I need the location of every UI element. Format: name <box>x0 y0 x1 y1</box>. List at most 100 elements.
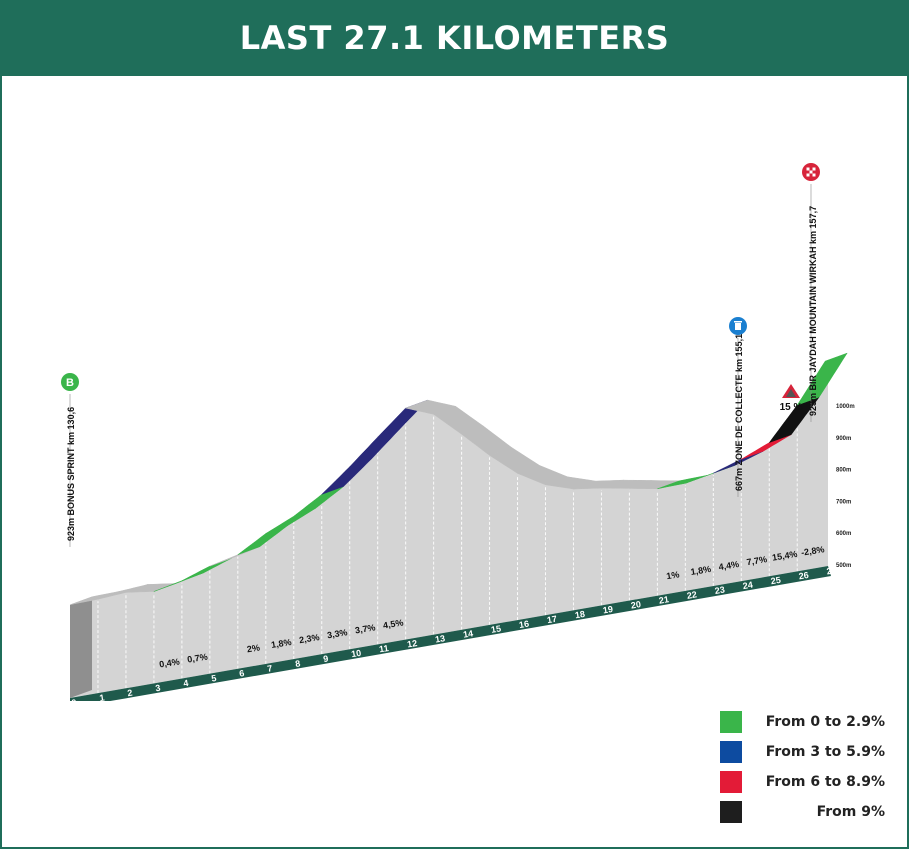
marker-km: km 130,6 <box>66 407 76 445</box>
legend-item: From 3 to 5.9% <box>720 737 885 767</box>
km-tick-label: 3 <box>155 683 162 694</box>
km-tick-label: 16 <box>518 619 529 630</box>
km-tick-label: 15 <box>490 623 501 634</box>
marker-altitude: 667m <box>734 465 744 491</box>
marker-name: ZONE DE COLLECTE <box>734 372 744 466</box>
route-marker: B 923m BONUS SPRINT km 130,6 <box>59 371 81 547</box>
gradient-labels: 0,4% 0,7% 2% 1,8% 2,3% 3,3% 3,7% 4,5% 1% 1,8% 4,4%… <box>159 544 826 669</box>
km-tick-label: 2 <box>127 688 134 699</box>
marker-name: BONUS SPRINT <box>66 445 76 516</box>
km-tick-label: 11 <box>378 643 389 654</box>
gradient-label: 2% <box>246 642 260 654</box>
km-tick-label: 17 <box>546 614 557 625</box>
gradient-label: 1% <box>666 569 680 581</box>
profile-front-face <box>70 361 828 698</box>
marker-name: BIR JAYDAH MOUNTAIN WIRKAH <box>808 244 818 391</box>
km-tick-label: 23 <box>714 585 725 596</box>
steep-climb-inner <box>786 389 796 397</box>
gradient-label: -2,8% <box>800 544 825 558</box>
legend: From 0 to 2.9% From 3 to 5.9% From 6 to … <box>720 707 885 827</box>
gradient-label: 4,5% <box>382 617 404 630</box>
km-tick-label: 14 <box>462 628 473 639</box>
km-tick-label: 22 <box>686 589 697 600</box>
legend-item: From 9% <box>720 797 885 827</box>
altitude-tick-label: 900m <box>836 436 851 442</box>
gradient-label: 3,7% <box>354 622 376 635</box>
checker-square <box>806 167 810 171</box>
km-tick-label: 6 <box>239 668 246 679</box>
gradient-label: 15,4% <box>771 549 798 563</box>
altitude-axis: 500m 600m 700m 800m 900m 1000m <box>836 404 855 569</box>
marker-km: km 155,1 <box>734 334 744 372</box>
trash-bin-shape <box>735 323 741 330</box>
gradient-label: 4,4% <box>718 559 740 572</box>
gradient-label: 1,8% <box>270 637 292 650</box>
gradient-label: 7,7% <box>746 554 768 567</box>
km-tick-label: 25 <box>770 575 781 586</box>
legend-swatch <box>720 711 742 733</box>
legend-swatch <box>720 741 742 763</box>
gradient-label: 0,4% <box>159 656 181 669</box>
marker-badge-letter: B <box>66 377 74 389</box>
km-tick-label: 27 <box>826 565 837 576</box>
profile-base <box>70 361 828 698</box>
legend-swatch <box>720 801 742 823</box>
legend-item: From 6 to 8.9% <box>720 767 885 797</box>
altitude-tick-label: 700m <box>836 499 851 505</box>
marker-km: km 157,7 <box>808 206 818 244</box>
legend-item: From 0 to 2.9% <box>720 707 885 737</box>
km-tick-label: 24 <box>742 580 753 591</box>
checker-square <box>812 173 816 177</box>
gradient-label: 0,7% <box>186 652 208 665</box>
max-gradient-label: 15 % <box>780 402 803 413</box>
bonus-sprint-icon <box>61 373 79 391</box>
km-axis-strip <box>70 566 831 701</box>
km-tick-label: 10 <box>350 648 361 659</box>
km-tick-label: 5 <box>211 673 218 684</box>
chart-header: LAST 27.1 KILOMETERS <box>0 0 909 76</box>
marker-altitude: 923m <box>808 390 818 416</box>
altitude-tick-label: 500m <box>836 563 851 569</box>
route-marker: 923m BIR JAYDAH MOUNTAIN WIRKAH km 157,7 <box>800 161 822 422</box>
altitude-tick-label: 800m <box>836 468 851 474</box>
marker-label: 923m BONUS SPRINT km 130,6 <box>66 407 76 541</box>
gradient-segments <box>69 352 848 606</box>
marker-label: 923m BIR JAYDAH MOUNTAIN WIRKAH km 157,7 <box>808 206 818 416</box>
checker-square <box>812 167 816 171</box>
chart-title: LAST 27.1 KILOMETERS <box>239 19 670 57</box>
legend-label: From 9% <box>816 804 885 820</box>
km-axis: 0123456789101112131415161718192021222324… <box>70 565 837 701</box>
km-tick-label: 13 <box>434 633 445 644</box>
km-tick-label: 19 <box>602 604 613 615</box>
km-tick-label: 12 <box>406 638 417 649</box>
checker-square <box>806 173 810 177</box>
km-tick-label: 0 <box>71 697 78 701</box>
altitude-tick-label: 1000m <box>836 404 855 410</box>
km-tick-label: 7 <box>267 663 274 674</box>
km-tick-label: 26 <box>798 570 809 581</box>
gradient-segment <box>796 352 848 406</box>
trash-lid-shape <box>734 321 742 323</box>
legend-label: From 3 to 5.9% <box>765 744 885 760</box>
legend-swatch <box>720 771 742 793</box>
legend-label: From 0 to 2.9% <box>765 714 885 730</box>
profile-side-face <box>70 596 92 698</box>
elevation-profile-chart: 0123456789101112131415161718192021222324… <box>59 161 855 701</box>
gradient-label: 1,8% <box>690 564 712 577</box>
km-tick-label: 9 <box>322 653 329 664</box>
km-tick-label: 18 <box>574 609 585 620</box>
legend-label: From 6 to 8.9% <box>765 774 885 790</box>
km-tick-label: 21 <box>658 594 669 605</box>
km-tick-label: 8 <box>295 658 302 669</box>
route-markers: B 923m BONUS SPRINT km 130,6 667m ZONE DE … <box>59 161 822 547</box>
km-tick-label: 20 <box>630 599 641 610</box>
km-tick-label: 4 <box>183 678 190 689</box>
route-marker: 667m ZONE DE COLLECTE km 155,1 <box>727 315 749 497</box>
marker-label: 667m ZONE DE COLLECTE km 155,1 <box>734 334 744 491</box>
gradient-label: 3,3% <box>326 627 348 640</box>
altitude-tick-label: 600m <box>836 531 851 537</box>
km-tick-label: 1 <box>99 692 106 701</box>
checker-square <box>809 170 813 174</box>
gradient-label: 2,3% <box>298 632 320 645</box>
marker-altitude: 923m <box>66 515 76 541</box>
